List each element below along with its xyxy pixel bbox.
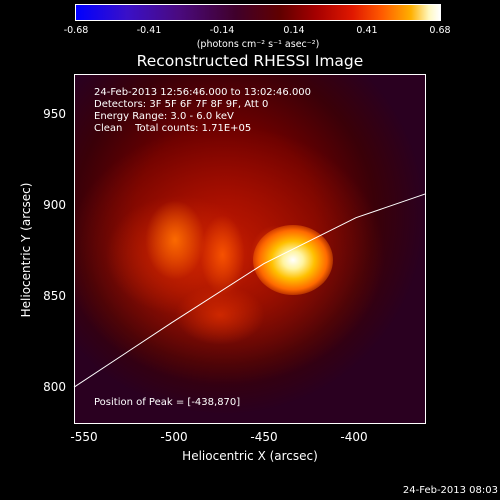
rhessi-image [74,74,426,424]
x-tick-label: -550 [70,430,98,444]
colorbar-label: 0.41 [356,25,378,36]
emission-blob [145,200,205,280]
peak-source [253,225,333,295]
colorbar-label: 0.14 [283,25,305,36]
emission-blob [175,285,265,345]
colorbar-unit: (photons cm⁻² s⁻¹ asec⁻²) [196,39,320,50]
y-tick-label: 800 [43,380,66,394]
x-tick-label: -400 [340,430,368,444]
time-range: 24-Feb-2013 12:56:46.000 to 13:02:46.000 [94,87,312,98]
peak-position: Position of Peak = [-438,870] [94,397,241,408]
image-title: Reconstructed RHESSI Image [136,52,364,70]
colorbar [75,4,441,21]
emission-blob [200,215,245,295]
x-tick-label: -500 [160,430,188,444]
limb-line [73,193,427,388]
y-tick-label: 850 [43,289,66,303]
energy-range: Energy Range: 3.0 - 6.0 keV [94,111,234,122]
limb-curve [73,193,427,388]
colorbar-label: 0.68 [429,25,451,36]
colorbar-label: -0.14 [209,25,235,36]
detectors: Detectors: 3F 5F 6F 7F 8F 9F, Att 0 [94,99,269,110]
y-tick-label: 900 [43,198,66,212]
colorbar-label: -0.68 [63,25,89,36]
x-axis-label: Heliocentric X (arcsec) [182,449,318,463]
y-axis-label: Heliocentric Y (arcsec) [19,182,33,318]
y-tick-label: 950 [43,107,66,121]
x-tick-label: -450 [250,430,278,444]
plot-timestamp: 24-Feb-2013 08:03 [402,485,498,496]
clean-counts: Clean Total counts: 1.71E+05 [94,123,252,134]
colorbar-label: -0.41 [136,25,162,36]
